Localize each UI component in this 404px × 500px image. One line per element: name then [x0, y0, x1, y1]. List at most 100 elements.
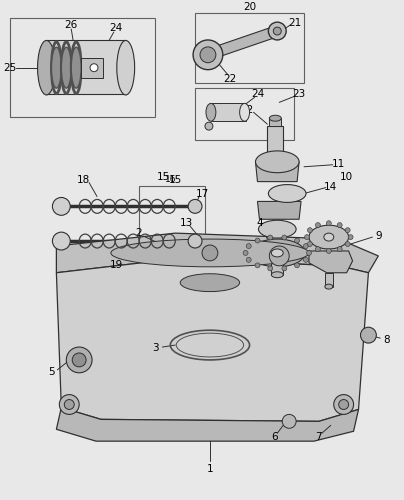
Text: 13: 13 [179, 218, 193, 228]
Bar [195, 13, 304, 82]
Circle shape [282, 414, 296, 428]
Circle shape [348, 234, 353, 240]
Ellipse shape [250, 239, 305, 267]
Bar [139, 186, 205, 261]
Text: 15: 15 [157, 172, 170, 181]
Circle shape [307, 228, 312, 232]
Text: 12: 12 [241, 106, 254, 116]
Text: 5: 5 [48, 367, 55, 377]
Circle shape [337, 222, 342, 228]
Text: 1: 1 [206, 464, 213, 474]
Bar [269, 118, 281, 126]
Circle shape [64, 400, 74, 409]
Bar [10, 18, 156, 117]
Text: 11: 11 [332, 159, 345, 169]
Ellipse shape [117, 40, 135, 95]
Polygon shape [57, 259, 368, 422]
Circle shape [202, 245, 218, 261]
Circle shape [188, 200, 202, 213]
Text: 20: 20 [243, 2, 256, 12]
Circle shape [90, 64, 98, 72]
Circle shape [246, 258, 251, 262]
Circle shape [255, 238, 260, 243]
Text: 3: 3 [152, 343, 159, 353]
Circle shape [295, 238, 299, 243]
Polygon shape [255, 162, 299, 182]
Circle shape [59, 394, 79, 414]
Circle shape [282, 266, 287, 271]
Text: 4: 4 [256, 218, 263, 228]
Circle shape [316, 222, 320, 228]
Ellipse shape [240, 104, 250, 121]
Ellipse shape [271, 249, 283, 257]
Circle shape [243, 250, 248, 256]
Bar [81, 58, 103, 78]
Circle shape [193, 40, 223, 70]
Circle shape [303, 258, 308, 262]
Text: 26: 26 [65, 20, 78, 30]
Circle shape [345, 228, 350, 232]
Circle shape [305, 234, 309, 240]
Ellipse shape [269, 115, 281, 121]
Text: 16: 16 [168, 252, 182, 262]
Text: 14: 14 [324, 182, 337, 192]
Ellipse shape [309, 225, 349, 249]
Circle shape [334, 394, 354, 414]
Text: 24: 24 [109, 23, 122, 33]
Ellipse shape [324, 233, 334, 241]
Bar [195, 88, 294, 140]
Polygon shape [57, 233, 378, 273]
Circle shape [268, 235, 273, 240]
Circle shape [303, 244, 308, 248]
Text: 17: 17 [196, 244, 208, 254]
Ellipse shape [259, 220, 296, 238]
Bar [271, 257, 283, 274]
Polygon shape [206, 24, 280, 62]
Polygon shape [257, 202, 301, 220]
Bar [46, 40, 126, 94]
Ellipse shape [38, 40, 55, 95]
Circle shape [307, 242, 312, 246]
Text: 17: 17 [196, 188, 208, 198]
Ellipse shape [111, 239, 309, 267]
Text: 2: 2 [135, 228, 142, 238]
Text: 9: 9 [375, 231, 382, 241]
Ellipse shape [271, 272, 283, 278]
Bar [267, 126, 283, 154]
Circle shape [282, 235, 287, 240]
Circle shape [316, 246, 320, 252]
Circle shape [339, 400, 349, 409]
Ellipse shape [206, 104, 216, 121]
Circle shape [337, 246, 342, 252]
Circle shape [53, 198, 70, 216]
Text: 24: 24 [251, 90, 264, 100]
Ellipse shape [325, 284, 333, 289]
Circle shape [360, 327, 377, 343]
Circle shape [205, 122, 213, 130]
Text: 15: 15 [168, 174, 182, 184]
Text: 8: 8 [383, 335, 389, 345]
Ellipse shape [255, 151, 299, 172]
Circle shape [345, 242, 350, 246]
Bar [325, 273, 333, 286]
Circle shape [269, 246, 289, 266]
Circle shape [72, 353, 86, 367]
Text: 6: 6 [271, 432, 278, 442]
Circle shape [255, 263, 260, 268]
Polygon shape [57, 408, 358, 441]
Circle shape [188, 234, 202, 248]
Circle shape [326, 220, 331, 226]
Circle shape [307, 250, 311, 256]
Bar [211, 104, 246, 121]
Text: 10: 10 [340, 172, 353, 181]
Text: 7: 7 [316, 432, 322, 442]
Ellipse shape [268, 184, 306, 202]
Polygon shape [309, 251, 353, 273]
Ellipse shape [180, 274, 240, 291]
Text: 23: 23 [292, 90, 306, 100]
Text: 18: 18 [76, 174, 90, 184]
Ellipse shape [61, 48, 71, 88]
Text: 21: 21 [288, 18, 302, 28]
Circle shape [268, 22, 286, 40]
Text: 19: 19 [110, 260, 124, 270]
